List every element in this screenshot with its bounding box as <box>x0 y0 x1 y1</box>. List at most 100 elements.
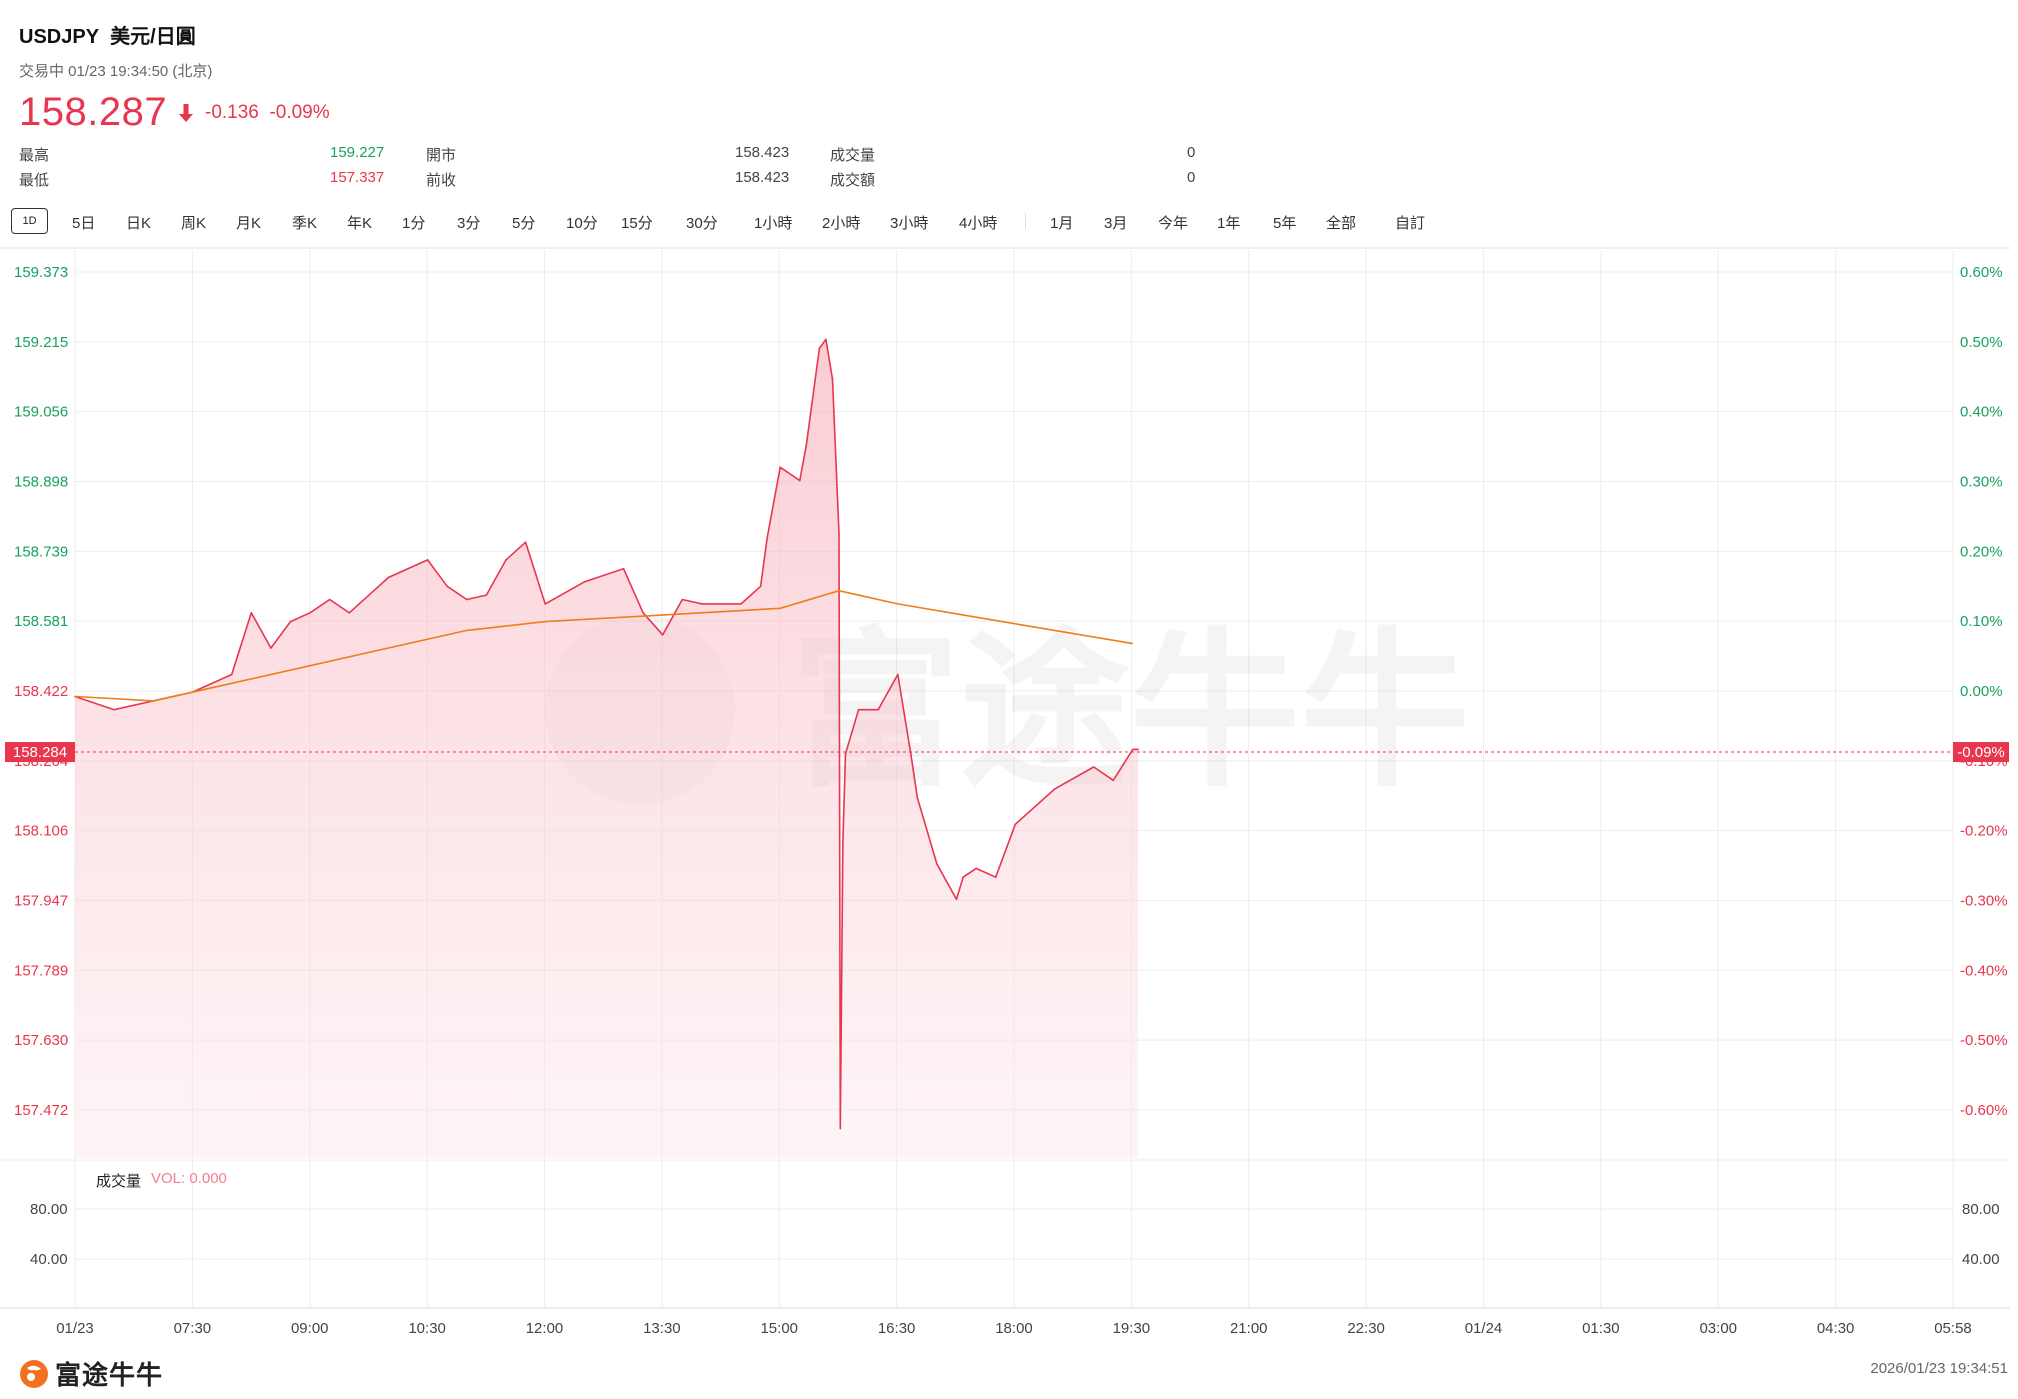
y-tick-right: 0.30% <box>1960 474 2003 491</box>
volume-value: 0 <box>1187 144 1196 161</box>
y-tick-right: 0.20% <box>1960 543 2003 560</box>
price-point <box>289 620 292 623</box>
price-point <box>1137 748 1139 751</box>
y-tick-left: 159.373 <box>14 264 68 281</box>
price-point <box>838 532 840 535</box>
period-option-4[interactable]: 季K <box>292 215 318 232</box>
price-point <box>387 576 390 579</box>
period-option-10[interactable]: 15分 <box>621 215 653 232</box>
period-option-12[interactable]: 1小時 <box>754 215 793 232</box>
price-point <box>766 537 768 539</box>
volume-tick-left: 40.00 <box>30 1251 68 1268</box>
open-value: 158.423 <box>735 144 790 161</box>
x-tick: 03:00 <box>1699 1320 1737 1337</box>
period-range-1[interactable]: 3月 <box>1104 215 1128 232</box>
y-tick-right: 0.60% <box>1960 264 2003 281</box>
x-tick: 05:58 <box>1934 1320 1972 1337</box>
price-point <box>642 612 644 614</box>
y-tick-right: 0.40% <box>1960 404 2003 421</box>
price-point <box>270 647 272 649</box>
price-point <box>1053 788 1056 790</box>
price-point <box>842 841 844 843</box>
price-point <box>799 479 801 482</box>
amount-label: 成交額 <box>830 172 876 189</box>
price-point <box>1132 748 1134 751</box>
brand-logo: 富途牛牛 <box>19 1355 163 1392</box>
current-price-tag-text: 158.284 <box>13 744 67 761</box>
average-line <box>74 589 1133 702</box>
period-range-6[interactable]: 自訂 <box>1395 215 1426 232</box>
y-tick-right: -0.60% <box>1960 1102 2008 1119</box>
price-point <box>844 753 847 755</box>
footer-timestamp: 2026/01/23 19:34:51 <box>1870 1360 2008 1377</box>
period-option-9[interactable]: 10分 <box>566 215 598 232</box>
x-tick: 19:30 <box>1113 1320 1151 1337</box>
period-option-3[interactable]: 月K <box>236 215 262 232</box>
price-point <box>466 598 468 601</box>
x-tick: 22:30 <box>1347 1320 1385 1337</box>
symbol-code: USDJPY <box>19 26 100 48</box>
period-option-2[interactable]: 周K <box>181 215 207 232</box>
price-point <box>897 673 899 676</box>
period-option-11[interactable]: 30分 <box>686 215 718 232</box>
x-tick: 10:30 <box>408 1320 446 1337</box>
x-tick: 15:00 <box>760 1320 798 1337</box>
price-chart[interactable]: 159.373 0.60% 159.215 0.50% 159.056 0.40% 158.… <box>0 0 2018 1340</box>
x-tick: 13:30 <box>643 1320 681 1337</box>
volume-tick-left: 80.00 <box>30 1201 68 1218</box>
y-tick-right: -0.30% <box>1960 893 2008 910</box>
y-tick-left: 157.789 <box>14 962 68 979</box>
price-area-fill <box>75 339 1139 1158</box>
price-point <box>916 797 919 799</box>
amount-value: 0 <box>1187 169 1196 186</box>
x-tick: 21:00 <box>1230 1320 1268 1337</box>
price-point <box>328 598 331 601</box>
period-option-8[interactable]: 5分 <box>512 215 536 232</box>
period-range-3[interactable]: 1年 <box>1217 215 1241 232</box>
y-tick-right: -0.40% <box>1960 962 2008 979</box>
period-option-6[interactable]: 1分 <box>402 215 426 232</box>
period-option-5[interactable]: 年K <box>347 215 373 232</box>
y-tick-left: 159.215 <box>14 334 68 351</box>
period-range-4[interactable]: 5年 <box>1273 215 1297 232</box>
period-option-0[interactable]: 5日 <box>72 215 96 232</box>
y-tick-left: 158.898 <box>14 474 68 491</box>
x-tick: 01/23 <box>56 1320 94 1337</box>
period-1d-button[interactable]: 1D <box>11 208 48 234</box>
toolbar-divider <box>1025 213 1026 229</box>
price-point <box>230 673 233 676</box>
period-option-14[interactable]: 3小時 <box>890 215 929 232</box>
price-point <box>994 876 997 878</box>
high-value: 159.227 <box>330 144 385 161</box>
current-pct-tag-text: -0.09% <box>1957 744 2005 761</box>
period-range-5[interactable]: 全部 <box>1326 215 1357 232</box>
low-label: 最低 <box>19 172 50 189</box>
symbol-name: 美元/日圓 <box>110 26 196 48</box>
y-tick-right: 0.10% <box>1960 613 2003 630</box>
y-tick-left: 158.581 <box>14 613 68 630</box>
price-point <box>825 338 827 341</box>
price-line <box>74 338 1139 1130</box>
price-point <box>759 585 762 588</box>
period-range-0[interactable]: 1月 <box>1050 215 1074 232</box>
y-tick-left: 157.630 <box>14 1032 68 1049</box>
arrow-down-icon <box>178 103 194 128</box>
price-point <box>831 378 834 380</box>
period-option-15[interactable]: 4小時 <box>959 215 998 232</box>
brand-name: 富途牛牛 <box>55 1360 164 1390</box>
price-point <box>524 541 527 543</box>
y-tick-right: -0.20% <box>1960 823 2008 840</box>
price-point <box>505 559 507 561</box>
period-range-2[interactable]: 今年 <box>1158 215 1189 232</box>
current-price-tag <box>5 742 75 763</box>
prev-close-label: 前收 <box>426 172 457 189</box>
price-point <box>910 753 912 755</box>
price-point <box>426 559 429 561</box>
price-point <box>250 612 253 614</box>
price-point <box>446 585 449 588</box>
period-option-1[interactable]: 日K <box>126 215 152 232</box>
period-option-7[interactable]: 3分 <box>457 215 481 232</box>
volume-tick-right: 80.00 <box>1962 1201 2000 1218</box>
period-option-13[interactable]: 2小時 <box>822 215 861 232</box>
x-tick: 01:30 <box>1582 1320 1620 1337</box>
